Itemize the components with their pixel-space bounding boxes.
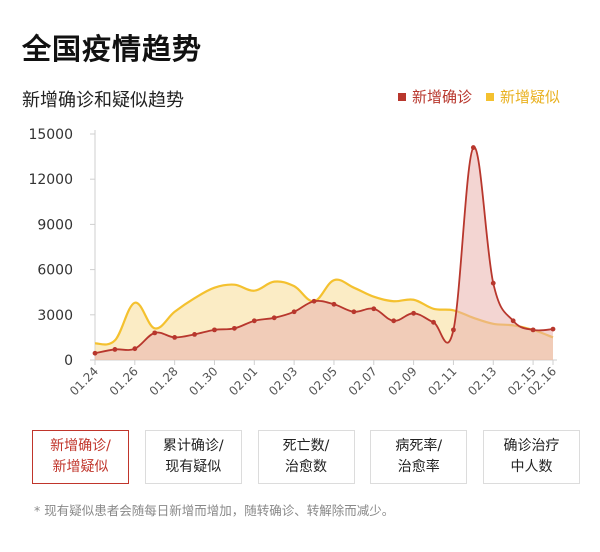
x-tick-label: 01.26 xyxy=(107,364,141,398)
confirmed-point xyxy=(152,330,158,336)
confirmed-point xyxy=(391,318,397,324)
legend-swatch-confirmed xyxy=(397,92,406,101)
x-tick-label: 02.09 xyxy=(386,364,420,398)
confirmed-point xyxy=(92,350,98,356)
confirmed-point xyxy=(550,326,556,332)
confirmed-point xyxy=(490,280,496,286)
y-tick-label: 15000 xyxy=(28,127,73,143)
confirmed-point xyxy=(351,309,357,315)
tab-in-treatment[interactable]: 确诊治疗 中人数 xyxy=(483,430,580,484)
confirmed-point xyxy=(311,298,317,304)
footnote: * 现有疑似患者会随每日新增而增加，随转确诊、转解除而减少。 xyxy=(34,503,395,518)
confirmed-point xyxy=(192,331,197,337)
confirmed-point xyxy=(371,306,377,312)
tab-cumulative-confirmed-current-suspected[interactable]: 累计确诊/ 现有疑似 xyxy=(144,430,242,484)
x-tick-label: 02.11 xyxy=(425,364,459,398)
x-tick-label: 01.30 xyxy=(186,364,220,398)
x-tick-label: 02.03 xyxy=(266,364,300,398)
confirmed-point xyxy=(231,325,237,331)
tab-label: 新增确诊/ 新增疑似 xyxy=(50,438,111,475)
tab-deaths-cured[interactable]: 死亡数/ 治愈数 xyxy=(257,430,355,484)
y-tick-label: 0 xyxy=(64,353,73,369)
x-tick-label: 01.24 xyxy=(67,364,101,398)
confirmed-point xyxy=(411,310,417,316)
tab-label: 确诊治疗 中人数 xyxy=(503,438,560,475)
y-tick-label: 12000 xyxy=(28,172,73,188)
y-tick-label: 9000 xyxy=(37,217,73,233)
tab-new-confirmed-suspected[interactable]: 新增确诊/ 新增疑似 xyxy=(32,430,129,484)
confirmed-point xyxy=(112,347,118,352)
tab-label: 累计确诊/ 现有疑似 xyxy=(162,438,224,475)
confirmed-point xyxy=(431,319,436,325)
legend-label-confirmed: 新增确诊 xyxy=(411,88,472,106)
confirmed-point xyxy=(212,327,217,333)
confirmed-point xyxy=(132,346,138,352)
tab-label: 病死率/ 治愈率 xyxy=(395,438,443,475)
x-tick-label: 02.13 xyxy=(465,364,499,398)
chart-legend: 新增确诊 新增疑似 xyxy=(384,86,560,107)
metric-tab-row: 新增确诊/ 新增疑似 累计确诊/ 现有疑似 死亡数/ 治愈数 病死率/ 治愈率 … xyxy=(32,430,580,490)
legend-label-suspected: 新增疑似 xyxy=(499,88,560,106)
confirmed-point xyxy=(291,309,297,315)
confirmed-point xyxy=(451,327,456,333)
legend-item-suspected[interactable]: 新增疑似 xyxy=(485,86,560,107)
confirmed-point xyxy=(470,145,476,150)
confirmed-point xyxy=(331,301,337,307)
confirmed-point xyxy=(172,335,178,340)
x-tick-label: 02.01 xyxy=(226,364,260,398)
confirmed-point xyxy=(251,318,257,324)
confirmed-point xyxy=(530,327,536,333)
confirmed-point xyxy=(271,315,277,321)
trend-chart: 0 3000 6000 9000 12000 15000 01.24 01.26 01.28 01… xyxy=(28,127,559,398)
chart-subtitle: 新增确诊和疑似趋势 xyxy=(22,90,184,111)
confirmed-area xyxy=(95,147,553,360)
legend-item-confirmed[interactable]: 新增确诊 xyxy=(397,86,472,107)
y-tick-label: 3000 xyxy=(37,308,73,324)
x-tick-label: 02.05 xyxy=(306,364,340,398)
x-tick-label: 01.28 xyxy=(147,364,181,398)
confirmed-point xyxy=(510,318,516,324)
page-title: 全国疫情趋势 xyxy=(22,32,203,66)
tab-label: 死亡数/ 治愈数 xyxy=(282,438,330,475)
legend-swatch-suspected xyxy=(485,92,494,101)
x-tick-label: 02.07 xyxy=(346,364,380,398)
tab-fatality-cure-rate[interactable]: 病死率/ 治愈率 xyxy=(370,430,468,484)
y-tick-label: 6000 xyxy=(37,263,73,279)
